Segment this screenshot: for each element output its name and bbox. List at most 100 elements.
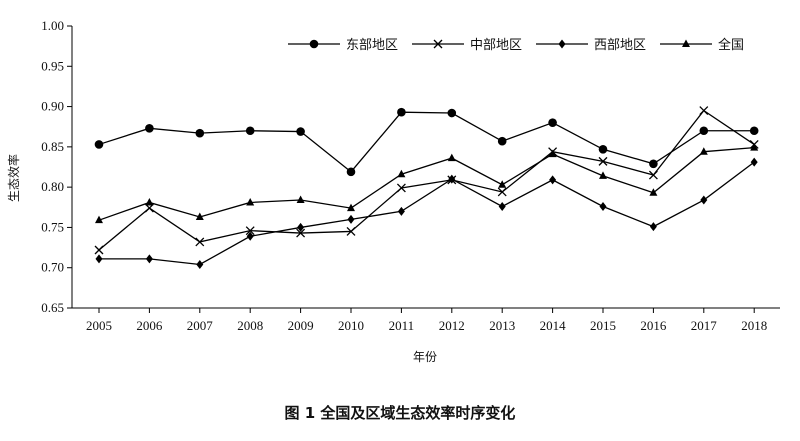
y-tick-label: 0.80	[41, 179, 64, 194]
series-line	[99, 161, 755, 266]
series-diamond	[95, 157, 758, 269]
y-tick-label: 0.95	[41, 58, 64, 73]
data-point-circle	[598, 144, 608, 154]
legend-item: 中部地区	[412, 38, 522, 53]
y-tick-label: 0.65	[41, 300, 64, 315]
data-point-diamond	[397, 206, 405, 216]
series-cross	[94, 106, 759, 255]
x-tick-label: 2008	[237, 318, 263, 333]
data-point-triangle	[682, 39, 690, 47]
data-point-triangle	[599, 171, 607, 179]
data-point-cross	[94, 245, 104, 255]
axes: 0.65 0.70 0.75 0.80 0.85 0.90 0.95 1.00 2005 2006…	[41, 18, 780, 333]
x-tick-label: 2015	[590, 318, 616, 333]
x-tick-label: 2013	[489, 318, 515, 333]
x-tick-label: 2007	[187, 318, 214, 333]
data-point-circle	[749, 126, 759, 136]
data-point-diamond	[649, 222, 657, 232]
data-point-triangle	[498, 180, 507, 188]
cross-stroke	[296, 228, 306, 238]
series-line	[98, 147, 755, 221]
data-point-cross	[195, 237, 205, 247]
cross-stroke	[598, 156, 608, 166]
legend: 东部地区 中部地区 西部地区 全国	[288, 37, 744, 53]
legend-label: 西部地区	[594, 38, 646, 53]
x-tick-label: 2014	[540, 318, 567, 333]
cross-stroke	[346, 226, 356, 236]
legend-item: 东部地区	[288, 38, 398, 53]
figure-caption: 图 1 全国及区域生态效率时序变化	[284, 404, 516, 422]
data-point-circle	[245, 126, 255, 136]
x-tick-label: 2017	[691, 318, 718, 333]
data-point-circle	[447, 108, 457, 118]
data-point-diamond	[95, 254, 103, 264]
data-point-circle	[296, 127, 305, 136]
data-point-triangle	[649, 188, 658, 196]
x-tick-label: 2009	[288, 318, 314, 333]
data-point-triangle	[397, 169, 406, 178]
cross-stroke	[245, 226, 255, 236]
series-triangle	[95, 143, 759, 224]
x-tick-label: 2006	[136, 318, 163, 333]
cross-stroke	[396, 183, 406, 193]
data-point-cross	[699, 106, 709, 116]
data-point-diamond	[549, 175, 557, 185]
y-tick-label: 0.75	[41, 219, 64, 234]
data-point-circle	[346, 167, 356, 177]
data-point-triangle	[145, 197, 154, 206]
y-tick-label: 0.70	[41, 260, 64, 275]
x-tick-label: 2012	[439, 318, 465, 333]
legend-label: 全国	[718, 37, 744, 53]
data-point-cross	[648, 170, 658, 180]
data-point-triangle	[750, 143, 759, 151]
cross-stroke	[497, 187, 507, 197]
x-tick-label: 2018	[741, 318, 767, 333]
series-circle	[94, 107, 759, 177]
x-tick-label: 2005	[86, 318, 112, 333]
series-line	[98, 111, 755, 173]
cross-stroke	[195, 237, 205, 247]
y-tick-label: 0.90	[41, 99, 64, 114]
data-point-circle	[699, 126, 709, 136]
data-point-diamond	[558, 39, 566, 49]
data-point-diamond	[246, 231, 254, 241]
legend-item: 西部地区	[536, 38, 646, 53]
data-point-triangle	[699, 147, 708, 155]
data-point-triangle	[246, 197, 255, 206]
data-point-triangle	[548, 149, 557, 158]
cross-stroke	[699, 106, 709, 116]
data-point-cross	[296, 228, 306, 238]
data-point-diamond	[347, 214, 355, 224]
series-layer	[94, 106, 759, 269]
data-point-triangle	[347, 203, 355, 212]
data-point-diamond	[145, 254, 153, 264]
data-point-cross	[245, 226, 255, 236]
data-point-cross	[497, 187, 507, 197]
data-point-circle	[94, 140, 104, 149]
data-point-triangle	[447, 153, 456, 162]
x-tick-label: 2011	[389, 318, 415, 333]
data-point-circle	[497, 136, 507, 146]
legend-label: 东部地区	[346, 38, 398, 53]
data-point-circle	[309, 39, 319, 49]
data-point-diamond	[448, 174, 456, 184]
data-point-circle	[195, 128, 205, 138]
data-point-cross	[433, 39, 443, 49]
data-point-cross	[396, 183, 406, 193]
y-tick-label: 1.00	[41, 18, 64, 33]
data-point-diamond	[750, 157, 758, 167]
legend-item: 全国	[660, 37, 744, 53]
legend-label: 中部地区	[470, 38, 522, 53]
data-point-circle	[548, 118, 557, 127]
data-point-diamond	[700, 195, 708, 205]
data-point-triangle	[195, 212, 204, 220]
y-axis-title: 生态效率	[6, 154, 21, 202]
series-line	[98, 109, 755, 251]
data-point-circle	[397, 107, 406, 117]
data-point-diamond	[196, 259, 204, 269]
cross-stroke	[648, 170, 658, 180]
data-point-diamond	[599, 201, 607, 211]
data-point-triangle	[95, 215, 103, 224]
cross-stroke	[433, 39, 443, 49]
